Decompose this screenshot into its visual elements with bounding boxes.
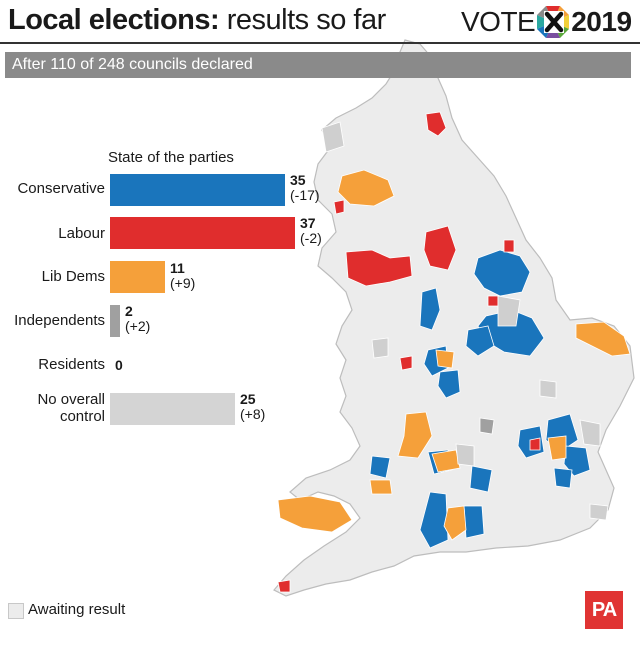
- vote-2019-logo: VOTE 2019: [461, 4, 632, 40]
- council-areas: [277, 111, 631, 593]
- value-label-residents: 0: [115, 358, 123, 373]
- bar-no-overall-control: [110, 393, 235, 425]
- header-rule: [0, 42, 640, 44]
- vote-logo-year: 2019: [571, 6, 632, 37]
- value-lib-dems: 11: [170, 260, 185, 276]
- title-bold: Local elections:: [8, 4, 220, 36]
- value-label-lib-dems: 11 (+9): [170, 261, 195, 291]
- category-label-independents: Independents: [14, 312, 105, 329]
- value-no-overall-control: 25: [240, 391, 256, 407]
- category-label-labour: Labour: [58, 225, 105, 242]
- change-conservative: (-17): [290, 187, 320, 203]
- change-independents: (+2): [125, 318, 151, 334]
- value-label-no-overall-control: 25 (+8): [240, 392, 265, 422]
- value-residents: 0: [115, 357, 123, 373]
- vote-logo-word: VOTE: [461, 6, 536, 37]
- bar-lib-dems: [110, 261, 165, 293]
- bar-conservative: [110, 174, 285, 206]
- change-labour: (-2): [300, 230, 322, 246]
- category-label-conservative: Conservative: [17, 180, 105, 197]
- value-label-labour: 37 (-2): [300, 216, 322, 246]
- value-conservative: 35: [290, 172, 306, 188]
- chart-title: State of the parties: [108, 149, 234, 166]
- change-lib-dems: (+9): [170, 275, 196, 291]
- title-light: results so far: [226, 4, 387, 36]
- change-no-overall-control: (+8): [240, 406, 266, 422]
- value-label-conservative: 35 (-17): [290, 173, 320, 203]
- page-title: Local elections: results so far: [8, 4, 386, 37]
- category-label-lib-dems: Lib Dems: [41, 268, 105, 285]
- bar-labour: [110, 217, 295, 249]
- subtitle-banner: After 110 of 248 councils declared: [5, 52, 631, 78]
- pa-logo: PA: [585, 591, 623, 629]
- ballot-x-icon: [537, 6, 570, 38]
- category-label-residents: Residents: [38, 356, 105, 373]
- awaiting-result-swatch: [8, 603, 24, 619]
- value-label-independents: 2 (+2): [125, 304, 150, 334]
- value-labour: 37: [300, 215, 316, 231]
- value-independents: 2: [125, 303, 133, 319]
- awaiting-result-label: Awaiting result: [28, 601, 126, 618]
- category-label-no-overall-control: No overall control: [37, 391, 105, 425]
- bar-independents: [110, 305, 120, 337]
